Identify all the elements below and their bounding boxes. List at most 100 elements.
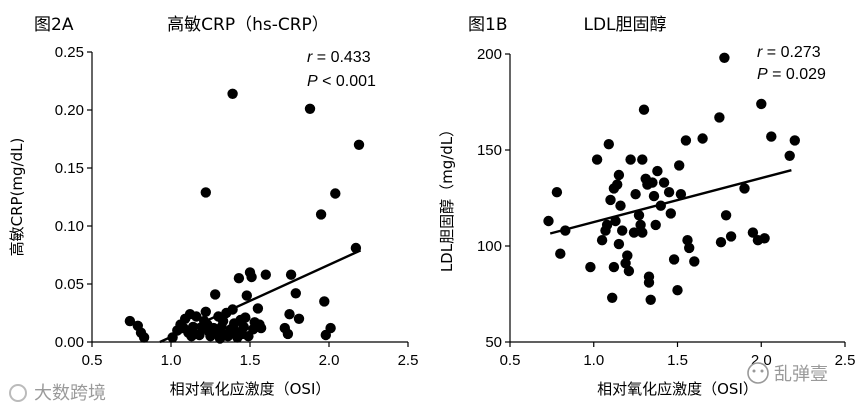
data-point: [747, 227, 759, 238]
y-tick-label: 50: [485, 334, 502, 351]
stat-r-value: = 0.433: [312, 49, 370, 66]
watermark-left-text: 大数跨境: [34, 383, 106, 404]
data-point: [608, 261, 620, 273]
y-axis-label: 高敏CRP(mg/dL): [8, 138, 26, 257]
y-tick-label: 0.15: [55, 160, 84, 177]
watermark-right-text: 乱弹壹: [774, 364, 828, 385]
data-point: [227, 88, 238, 100]
x-tick-label: 2.5: [398, 352, 419, 369]
data-point: [330, 188, 341, 199]
data-point: [637, 154, 648, 165]
data-point: [241, 290, 252, 301]
data-point: [610, 215, 621, 227]
data-point: [585, 261, 596, 273]
data-point: [684, 242, 695, 254]
data-point: [233, 273, 245, 284]
data-point: [756, 98, 767, 110]
stat-p: P < 0.001: [307, 73, 376, 90]
data-point: [665, 208, 676, 219]
data-point: [766, 131, 777, 142]
wechat-icon-eye: [760, 369, 764, 373]
data-point: [675, 189, 687, 200]
y-tick-label: 0.05: [55, 276, 84, 293]
stat-p: P = 0.029: [757, 66, 826, 83]
data-point: [260, 269, 271, 280]
data-point: [605, 194, 616, 206]
data-point: [658, 177, 670, 188]
stat-r-symbol: r: [757, 44, 763, 61]
stat-r: r = 0.273: [757, 44, 821, 61]
data-point: [252, 303, 264, 314]
trend-line: [159, 249, 362, 344]
x-axis-label: 相对氧化应激度（OSI）: [597, 380, 758, 398]
data-point: [596, 235, 608, 246]
data-point: [784, 150, 795, 161]
stat-r: r = 0.433: [307, 49, 371, 66]
data-point: [607, 292, 618, 303]
data-point: [617, 225, 628, 236]
watermark-left: 大数跨境: [9, 383, 106, 404]
watermark-right: 乱弹壹: [747, 362, 828, 385]
x-tick-label: 0.5: [500, 352, 521, 369]
chart-title: 高敏CRP（hs-CRP）: [167, 15, 329, 35]
data-point: [613, 238, 625, 250]
data-point: [714, 112, 725, 123]
data-point: [645, 294, 656, 305]
y-tick-label: 150: [477, 142, 502, 159]
x-axis-label: 相对氧化应激度（OSI）: [170, 380, 331, 398]
data-point: [315, 209, 327, 220]
y-tick-label: 0.20: [55, 102, 84, 119]
data-point: [628, 227, 640, 238]
stat-r-symbol: r: [307, 49, 313, 66]
chart-panel-1: 0.00 0.05 0.10 0.15 0.20 0.25 0.5 1.0 1.5 2.0 2.5 图…: [8, 15, 418, 398]
data-point: [648, 190, 660, 202]
x-tick-label: 0.5: [82, 352, 103, 369]
data-point: [319, 296, 330, 307]
stat-p-symbol: P: [307, 73, 318, 90]
data-point: [240, 312, 251, 323]
data-point: [789, 135, 800, 146]
data-point: [625, 154, 636, 165]
data-point: [290, 288, 301, 299]
y-axis-label: LDL胆固醇（mg/dL）: [438, 122, 456, 272]
y-tick-label: 0.00: [55, 334, 84, 351]
data-point: [325, 322, 336, 334]
x-tick-label: 1.5: [240, 352, 261, 369]
data-point: [353, 139, 365, 150]
stat-p-value: < 0.001: [318, 73, 376, 90]
wechat-icon-eye: [752, 369, 756, 373]
data-point: [647, 177, 658, 188]
data-point: [124, 315, 136, 327]
data-point: [138, 332, 150, 343]
x-tick-label: 2.0: [319, 352, 340, 369]
panel-label: 图1B: [468, 15, 507, 35]
x-tick-label: 1.0: [161, 352, 182, 369]
data-point: [210, 289, 221, 300]
data-point: [623, 265, 635, 277]
data-point: [633, 210, 645, 221]
data-point: [674, 160, 685, 171]
data-point: [555, 248, 566, 259]
y-tick-label: 0.10: [55, 218, 84, 235]
data-point: [680, 135, 692, 146]
data-point: [668, 254, 680, 265]
x-tick-label: 2.5: [835, 352, 856, 369]
trend-line: [549, 168, 792, 235]
stat-r-value: = 0.273: [762, 44, 820, 61]
data-point: [715, 237, 727, 248]
data-point: [255, 322, 267, 334]
data-point: [601, 219, 613, 231]
data-point: [650, 219, 661, 231]
data-point: [238, 321, 249, 333]
y-tick-label: 0.25: [55, 44, 84, 61]
data-point: [697, 133, 708, 144]
data-point: [630, 189, 641, 200]
stat-p-value: = 0.029: [768, 66, 826, 83]
data-point: [759, 233, 770, 244]
data-point: [285, 269, 297, 280]
x-tick-label: 1.5: [667, 352, 688, 369]
data-point: [689, 256, 700, 267]
